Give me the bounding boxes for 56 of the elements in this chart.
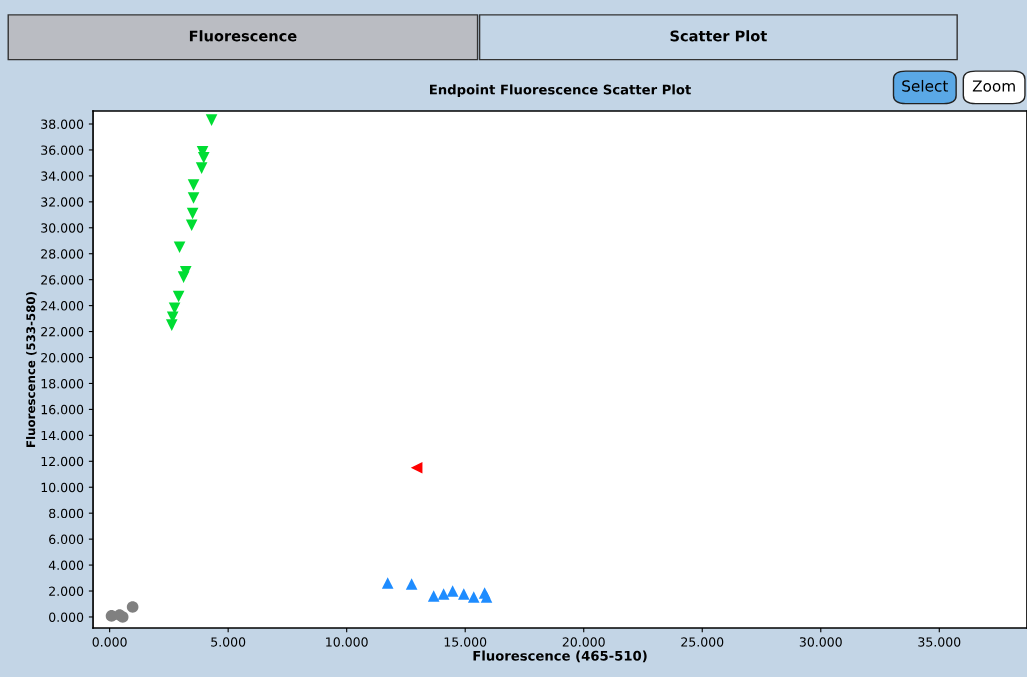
point bbox=[467, 591, 480, 603]
point bbox=[172, 290, 185, 303]
point bbox=[126, 601, 139, 613]
y-tick-label: 22.000 bbox=[41, 327, 84, 337]
y-tick-label: 2.000 bbox=[49, 586, 84, 596]
point bbox=[165, 319, 178, 331]
x-tick-label: 15.000 bbox=[444, 637, 487, 647]
point bbox=[205, 114, 218, 126]
y-tick-label: 8.000 bbox=[49, 508, 84, 519]
point bbox=[446, 585, 459, 597]
y-tick-label: 4.000 bbox=[48, 560, 84, 570]
x-tick-label: 20.000 bbox=[562, 637, 605, 647]
y-axis-title: Fluorescence (533-580) bbox=[26, 292, 37, 447]
point bbox=[185, 219, 198, 231]
y-tick-label: 20.000 bbox=[41, 352, 84, 363]
x-tick-label: 10.000 bbox=[326, 637, 368, 647]
y-tick-label: 10.000 bbox=[41, 482, 84, 493]
y-tick-label: 16.000 bbox=[41, 404, 84, 415]
point bbox=[405, 578, 418, 590]
text: Scatter Plot bbox=[670, 30, 767, 42]
y-tick-label: 14.000 bbox=[41, 430, 84, 441]
point bbox=[195, 162, 208, 174]
point bbox=[381, 577, 394, 589]
point bbox=[437, 588, 450, 600]
point bbox=[186, 207, 199, 220]
y-tick-label: 34.000 bbox=[41, 171, 84, 181]
point bbox=[480, 591, 493, 603]
y-tick-label: 30.000 bbox=[41, 223, 84, 233]
y-tick-label: 0.000 bbox=[49, 612, 84, 622]
y-tick-label: 18.000 bbox=[41, 378, 84, 389]
x-tick-label: 5.000 bbox=[211, 637, 246, 647]
y-tick-label: 28.000 bbox=[41, 249, 84, 259]
y-tick-label: 24.000 bbox=[41, 301, 84, 311]
y-tick-label: 38.000 bbox=[41, 119, 84, 129]
y-tick-label: 26.000 bbox=[41, 275, 84, 285]
point bbox=[457, 588, 470, 600]
x-tick-label: 30.000 bbox=[799, 637, 842, 647]
y-tick-label: 6.000 bbox=[49, 534, 84, 545]
point bbox=[187, 179, 200, 191]
point bbox=[187, 192, 200, 204]
y-tick-label: 12.000 bbox=[41, 456, 84, 467]
x-tick-label: 35.000 bbox=[918, 637, 961, 647]
chart-title: Endpoint Fluorescence Scatter Plot bbox=[430, 84, 691, 98]
text: Zoom bbox=[972, 80, 1015, 92]
point bbox=[427, 590, 440, 602]
point bbox=[197, 151, 210, 164]
text: Fluorescence bbox=[189, 30, 297, 42]
y-tick-label: 32.000 bbox=[41, 197, 84, 207]
point bbox=[173, 241, 186, 254]
point bbox=[177, 271, 190, 283]
y-tick-label: 36.000 bbox=[41, 145, 84, 155]
x-tick-label: 25.000 bbox=[681, 637, 724, 647]
x-tick-label: 0.000 bbox=[92, 637, 127, 647]
text: Select bbox=[902, 79, 949, 92]
x-axis-title: Fluorescence (465-510) bbox=[473, 650, 647, 663]
point bbox=[410, 461, 423, 474]
